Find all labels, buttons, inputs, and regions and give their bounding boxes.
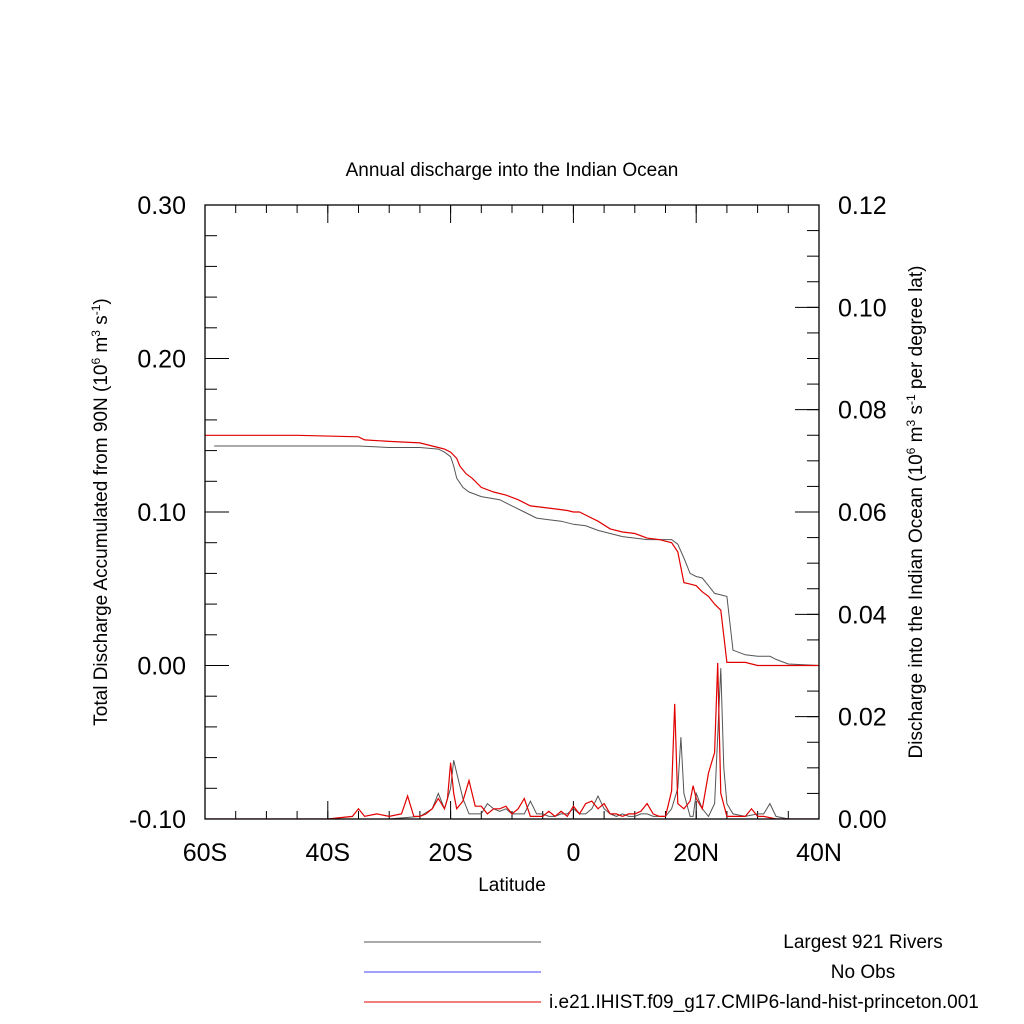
y-left-tick-labels: -0.10 0.00 0.10 0.20 0.30 [129,192,186,834]
y-right-tick-label: 0.10 [838,294,887,322]
x-axis-title: Latitude [478,875,546,896]
chart-title: Annual discharge into the Indian Ocean [346,160,679,181]
y-left-tick-label: 0.30 [137,192,186,220]
plot-frame [204,204,820,820]
legend-label: Largest 921 Rivers [783,932,942,953]
y-left-tick-label: 0.20 [137,346,186,374]
legend-label: i.e21.IHIST.f09_g17.CMIP6-land-hist-prin… [549,992,979,1013]
x-tick-labels: 60S 40S 20S 0 20N 40N [183,839,842,867]
y-right-tick-label: 0.00 [838,806,887,834]
y-left-tick-label: -0.10 [129,806,186,834]
model-per-degree-line [205,662,819,819]
series-layer [205,434,819,819]
y-right-tick-label: 0.12 [838,192,887,220]
y-right-tick-label: 0.08 [838,397,887,425]
x-tick-label: 40N [796,839,842,867]
x-tick-label: 40S [306,839,350,867]
x-tick-label: 60S [183,839,227,867]
rivers-per-degree-line [205,668,819,819]
y-right-tick-labels: 0.00 0.02 0.04 0.06 0.08 0.10 0.12 [838,192,887,834]
legend-label: No Obs [831,962,895,983]
x-tick-label: 20N [673,839,719,867]
major-ticks [204,204,820,820]
legend: Largest 921 Rivers No Obs i.e21.IHIST.f09_… [364,932,979,1013]
y-left-tick-label: 0.00 [137,653,186,681]
y-left-axis-title: Total Discharge Accumulated from 90N (10… [89,298,112,725]
y-right-tick-label: 0.06 [838,499,887,527]
model-accumulated-line [205,434,819,667]
y-right-axis-title: Discharge into the Indian Ocean (106 m3 … [904,266,927,759]
y-left-tick-label: 0.10 [137,499,186,527]
y-right-tick-label: 0.02 [838,704,887,732]
rivers-accumulated-line [214,445,819,666]
x-tick-label: 0 [566,839,580,867]
y-right-tick-label: 0.04 [838,601,887,629]
minor-ticks [204,204,820,820]
x-tick-label: 20S [428,839,472,867]
